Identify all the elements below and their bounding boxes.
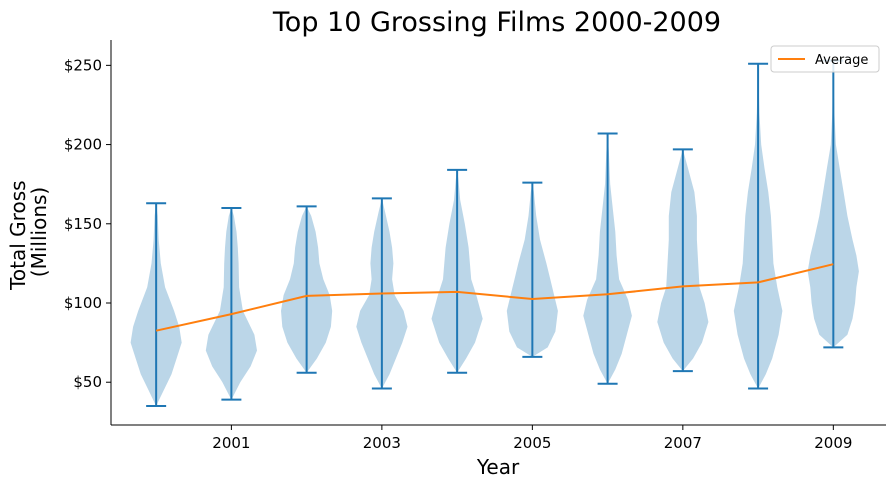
- legend-box: [770, 45, 880, 73]
- x-tick-label: 2003: [363, 434, 401, 452]
- average-line-group: [155, 263, 834, 332]
- y-tick-label: $150: [64, 215, 102, 233]
- y-tick-label: $100: [64, 294, 102, 312]
- chart-title: Top 10 Grossing Films 2000-2009: [272, 7, 721, 38]
- legend: Average: [770, 45, 880, 73]
- violins-group: [130, 60, 859, 406]
- y-tick-label: $200: [64, 136, 102, 154]
- x-tick-label: 2007: [664, 434, 702, 452]
- legend-average-label: Average: [815, 53, 868, 68]
- y-axis-label: Total Gross (Millions): [6, 174, 51, 291]
- y-axis-label-line-1: Total Gross: [6, 180, 30, 290]
- y-tick-label: $50: [73, 373, 102, 391]
- y-ticks: $50 $100 $150 $200 $250: [64, 56, 111, 391]
- y-axis-label-line-2: (Millions): [27, 187, 51, 277]
- x-axis-label: Year: [476, 455, 520, 479]
- x-ticks: 2001 2003 2005 2007 2009: [212, 425, 852, 452]
- x-tick-label: 2009: [814, 434, 852, 452]
- y-tick-label: $250: [64, 56, 102, 74]
- x-tick-label: 2005: [513, 434, 551, 452]
- average-line: [155, 263, 834, 332]
- x-tick-label: 2001: [212, 434, 250, 452]
